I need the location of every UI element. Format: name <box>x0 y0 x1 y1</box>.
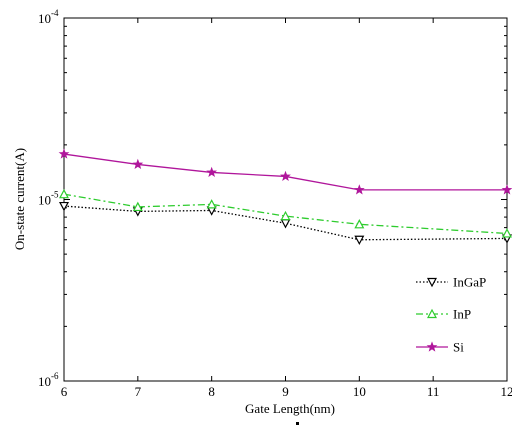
y-tick-label: 10-6 <box>38 371 59 389</box>
legend-label: InGaP <box>453 275 486 290</box>
data-point <box>280 170 291 182</box>
stray-mark <box>296 422 299 425</box>
legend-entry-ingap: InGaP <box>416 275 486 290</box>
y-tick-exponent: -6 <box>51 371 59 381</box>
data-point <box>132 158 144 170</box>
data-point <box>501 184 512 195</box>
data-point <box>206 199 217 209</box>
y-tick-exponent: -5 <box>51 190 59 200</box>
x-tick-label: 7 <box>135 384 142 399</box>
y-axis-label: On-state current(A) <box>12 148 27 250</box>
series-si <box>58 148 512 195</box>
data-point <box>59 188 69 199</box>
legend-label: InP <box>453 307 471 322</box>
data-point <box>502 228 512 238</box>
y-tick-base: 10 <box>38 11 51 26</box>
data-point <box>353 184 365 195</box>
data-point <box>132 201 143 212</box>
legend-entry-inp: InP <box>416 307 471 322</box>
data-point <box>354 235 365 246</box>
y-tick-base: 10 <box>38 374 51 389</box>
legend-swatch-marker <box>427 277 437 288</box>
data-point <box>280 210 291 221</box>
y-tick-exponent: -4 <box>51 8 59 18</box>
legend-swatch-marker <box>426 341 438 352</box>
y-tick-label: 10-4 <box>38 8 59 26</box>
legend-entry-si: Si <box>416 340 464 355</box>
plot-area <box>63 17 508 382</box>
y-tick-base: 10 <box>38 193 51 208</box>
series-line <box>63 193 508 235</box>
data-point <box>58 148 70 159</box>
x-tick-label: 11 <box>427 384 440 399</box>
data-point <box>354 219 365 229</box>
x-tick-label: 8 <box>208 384 215 399</box>
data-point <box>206 166 218 177</box>
x-tick-label: 9 <box>282 384 289 399</box>
series-inp <box>59 188 512 238</box>
series-line <box>63 153 507 191</box>
x-tick-label: 6 <box>61 384 68 399</box>
x-tick-label: 10 <box>353 384 366 399</box>
y-tick-label: 10-5 <box>38 190 59 208</box>
series-line <box>63 205 508 241</box>
legend-label: Si <box>453 340 464 355</box>
x-tick-label: 12 <box>501 384 512 399</box>
legend-swatch-marker <box>427 308 437 319</box>
data-point <box>59 201 69 212</box>
x-axis-label: Gate Length(nm) <box>245 401 335 416</box>
